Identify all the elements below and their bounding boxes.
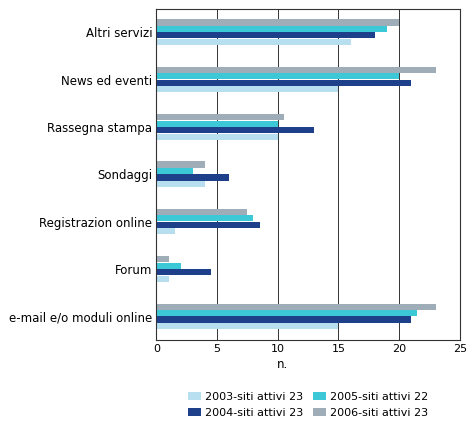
Bar <box>156 174 229 181</box>
Bar <box>156 32 375 39</box>
Bar <box>156 67 436 73</box>
Bar <box>156 80 411 86</box>
Bar <box>156 228 174 234</box>
Bar <box>156 275 169 282</box>
Bar <box>156 317 411 323</box>
Bar <box>156 209 247 215</box>
Bar <box>156 256 169 262</box>
Bar <box>156 310 417 316</box>
Bar <box>156 168 193 174</box>
Legend: 2003-siti attivi 23, 2004-siti attivi 23, 2005-siti attivi 22, 2006-siti attivi : 2003-siti attivi 23, 2004-siti attivi 23… <box>188 392 428 418</box>
Bar <box>156 263 181 269</box>
Bar <box>156 20 399 26</box>
Bar <box>156 269 211 275</box>
Bar <box>156 215 254 221</box>
Bar <box>156 127 314 133</box>
Bar <box>156 114 284 120</box>
Bar <box>156 39 351 45</box>
Bar <box>156 303 436 310</box>
Bar <box>156 26 387 32</box>
Bar <box>156 323 338 329</box>
Bar <box>156 181 205 187</box>
Bar <box>156 222 260 228</box>
Bar <box>156 73 399 79</box>
Bar <box>156 162 205 167</box>
Bar <box>156 86 338 92</box>
Bar <box>156 121 278 127</box>
Bar <box>156 133 278 140</box>
Text: n.: n. <box>277 358 288 371</box>
